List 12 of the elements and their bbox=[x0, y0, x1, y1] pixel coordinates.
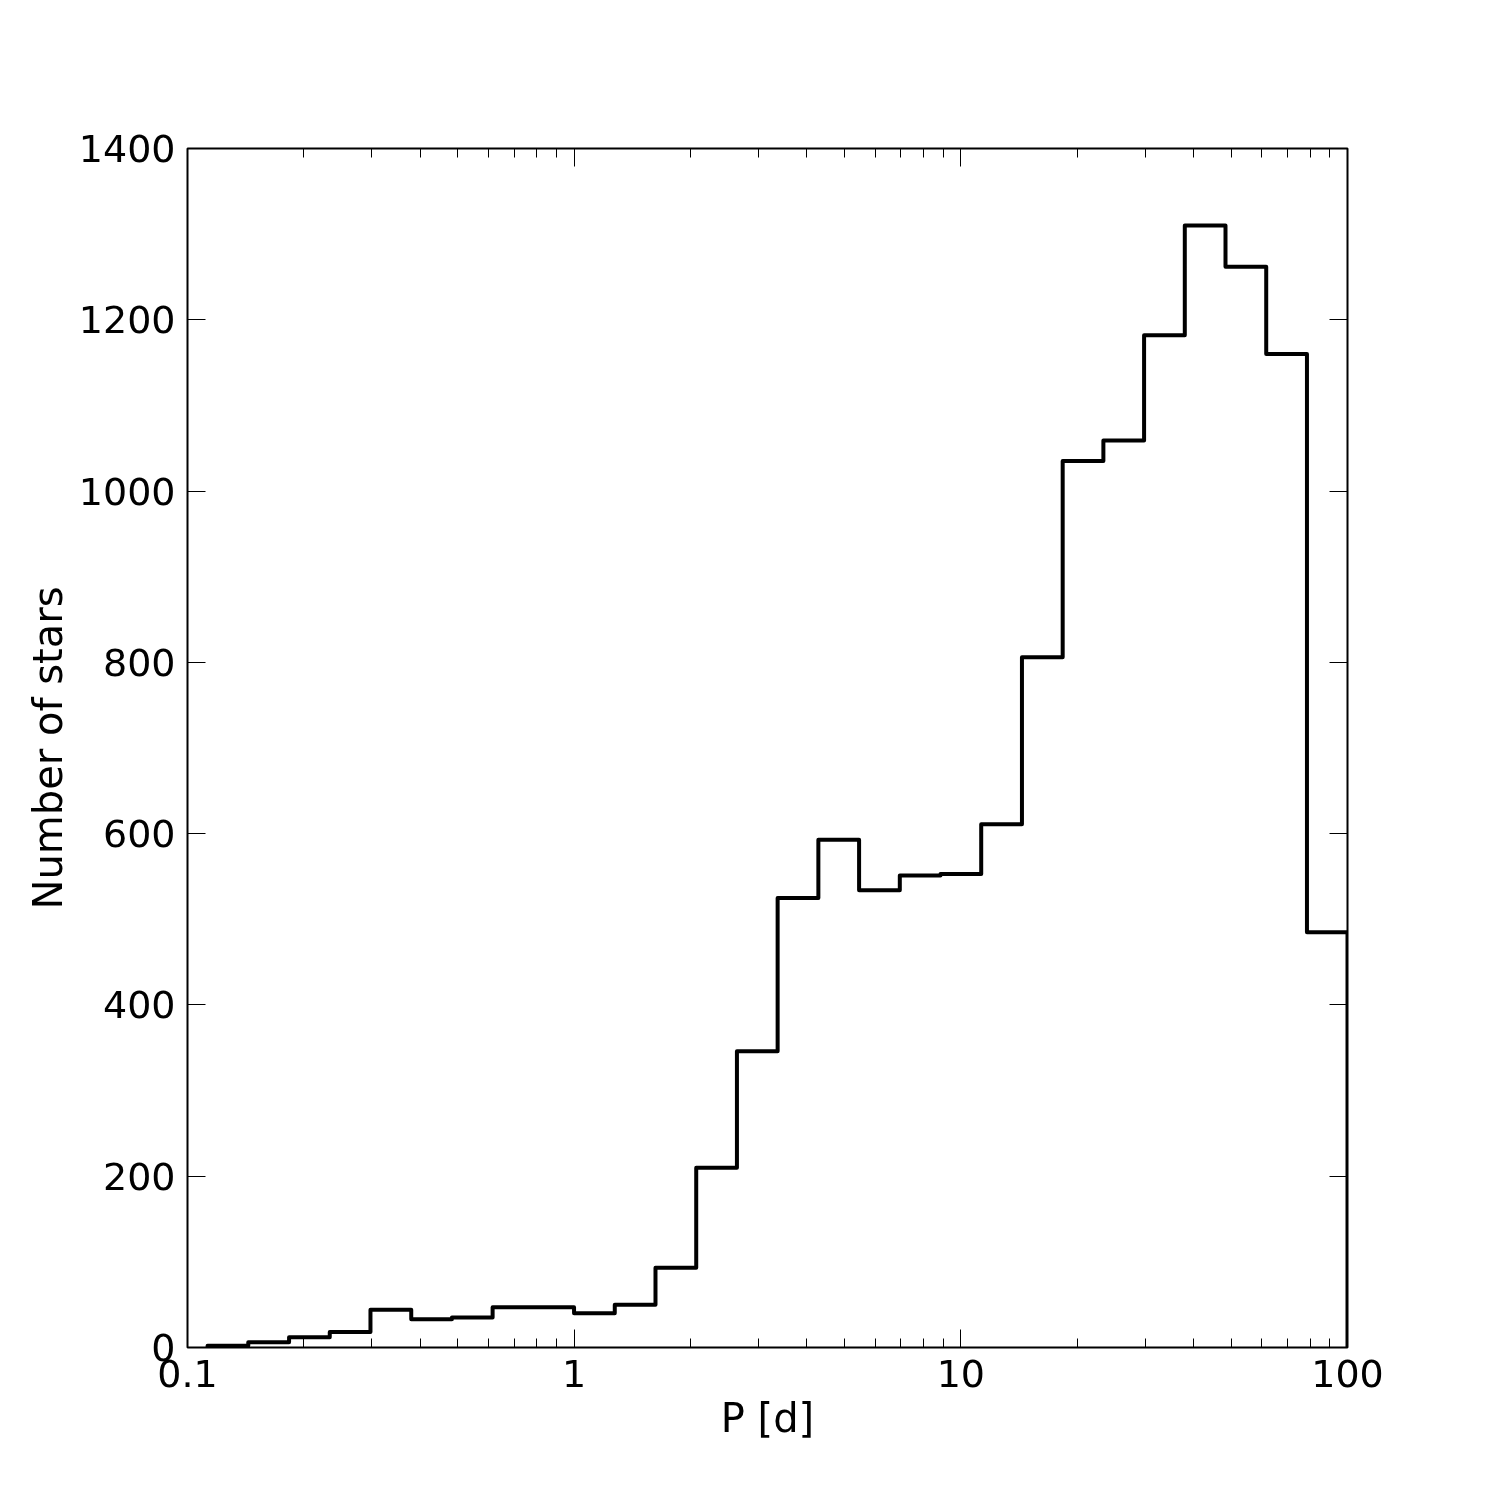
x-tick-label: 1 bbox=[562, 1351, 587, 1396]
y-tick-label: 800 bbox=[102, 640, 176, 685]
y-tick-label: 400 bbox=[102, 983, 176, 1028]
y-tick-label: 1400 bbox=[78, 127, 176, 171]
y-tick-label: 1200 bbox=[78, 298, 176, 343]
y-tick-label: 200 bbox=[102, 1154, 176, 1199]
y-axis-title: Number of stars bbox=[24, 586, 71, 910]
y-tick-label: 1000 bbox=[78, 469, 176, 514]
x-axis-title: P [d] bbox=[720, 1394, 815, 1441]
y-tick-label: 600 bbox=[102, 812, 176, 857]
x-tick-label: 100 bbox=[1311, 1351, 1384, 1396]
x-tick-label: 10 bbox=[936, 1351, 986, 1396]
